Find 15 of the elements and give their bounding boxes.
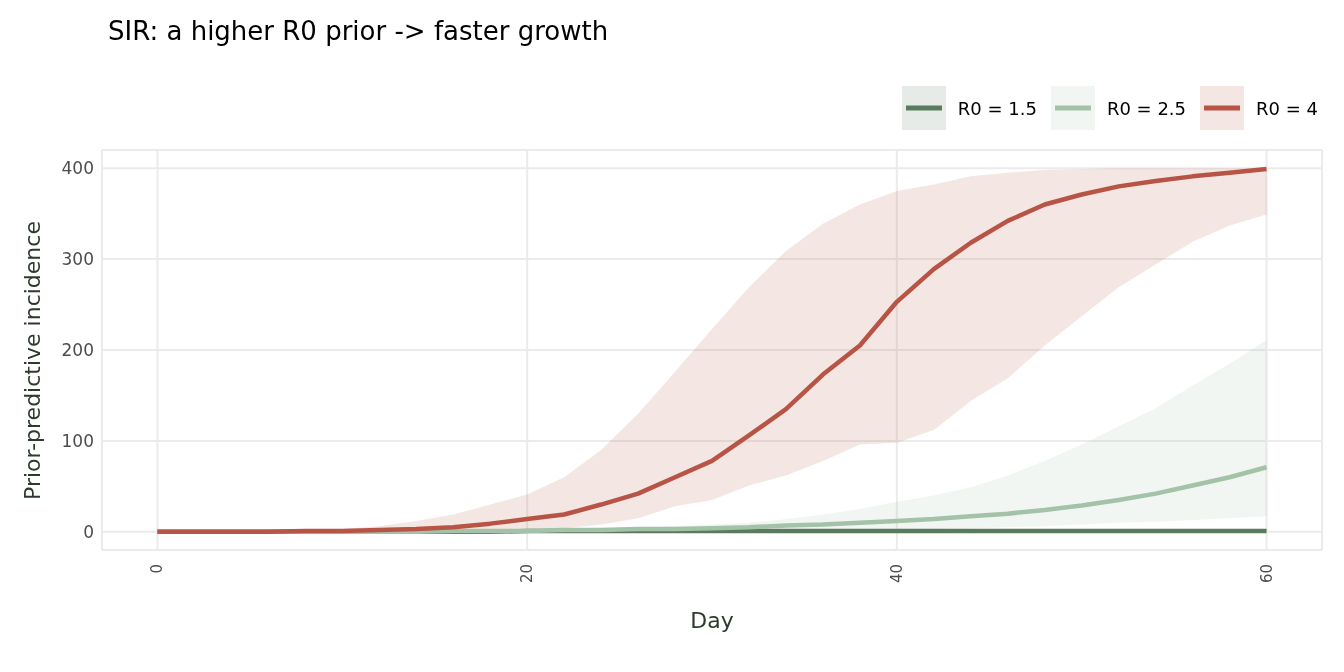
- x-tick-label: 60: [1257, 564, 1276, 584]
- x-tick-label: 0: [148, 564, 167, 574]
- legend-label: R0 = 1.5: [957, 97, 1037, 119]
- y-tick-label: 100: [61, 430, 94, 451]
- x-tick-label: 20: [518, 564, 537, 584]
- y-tick-label: 0: [83, 521, 94, 542]
- legend-label: R0 = 4: [1256, 97, 1318, 119]
- x-axis-title: Day: [690, 608, 734, 633]
- y-tick-label: 400: [61, 158, 94, 179]
- y-axis-title: Prior-predictive incidence: [19, 221, 45, 500]
- y-tick-label: 300: [61, 249, 94, 270]
- legend-label: R0 = 2.5: [1106, 97, 1187, 119]
- y-tick-label: 200: [61, 340, 94, 361]
- chart-title: SIR: a higher R0 prior -> faster growth: [107, 15, 610, 48]
- x-tick-label: 40: [887, 564, 906, 584]
